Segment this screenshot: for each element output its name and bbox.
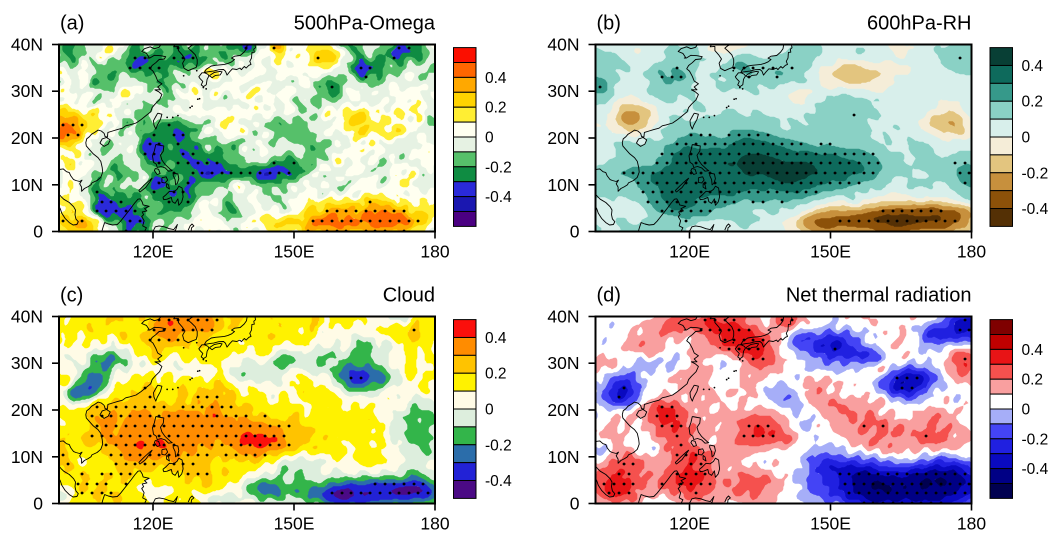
svg-text:-0.2: -0.2 — [485, 437, 512, 454]
svg-text:(b): (b) — [597, 13, 621, 35]
svg-text:0: 0 — [485, 402, 494, 419]
svg-text:120E: 120E — [669, 242, 710, 262]
svg-text:20N: 20N — [11, 128, 43, 148]
svg-text:10N: 10N — [11, 175, 43, 195]
svg-text:180: 180 — [420, 514, 449, 534]
svg-text:600hPa-RH: 600hPa-RH — [867, 13, 972, 35]
svg-text:(a): (a) — [60, 13, 84, 35]
svg-text:40N: 40N — [547, 307, 579, 327]
svg-text:-0.4: -0.4 — [1022, 461, 1049, 478]
svg-text:150E: 150E — [810, 242, 851, 262]
svg-text:120E: 120E — [133, 242, 174, 262]
svg-text:40N: 40N — [547, 35, 579, 55]
svg-text:150E: 150E — [274, 514, 315, 534]
svg-text:10N: 10N — [547, 175, 579, 195]
svg-text:150E: 150E — [810, 514, 851, 534]
svg-text:10N: 10N — [547, 447, 579, 467]
svg-text:40N: 40N — [11, 307, 43, 327]
svg-text:0: 0 — [33, 222, 43, 242]
svg-text:180: 180 — [957, 514, 986, 534]
svg-text:-0.2: -0.2 — [1022, 165, 1049, 182]
svg-text:0: 0 — [33, 494, 43, 514]
svg-text:-0.4: -0.4 — [485, 473, 512, 490]
svg-text:-0.4: -0.4 — [1022, 201, 1049, 218]
svg-text:0.2: 0.2 — [485, 100, 507, 117]
svg-text:10N: 10N — [11, 447, 43, 467]
svg-text:0.2: 0.2 — [1022, 372, 1044, 389]
svg-text:0: 0 — [485, 130, 494, 147]
svg-text:0: 0 — [570, 222, 580, 242]
svg-text:0.4: 0.4 — [1022, 58, 1044, 75]
svg-text:20N: 20N — [11, 400, 43, 420]
svg-text:120E: 120E — [669, 514, 710, 534]
svg-text:30N: 30N — [11, 81, 43, 101]
svg-text:500hPa-Omega: 500hPa-Omega — [294, 13, 436, 35]
svg-text:0.2: 0.2 — [485, 366, 507, 383]
svg-text:-0.2: -0.2 — [1022, 431, 1049, 448]
svg-text:-0.4: -0.4 — [485, 189, 512, 206]
svg-text:0: 0 — [1022, 130, 1031, 147]
svg-text:Cloud: Cloud — [383, 285, 435, 307]
svg-text:Net thermal radiation: Net thermal radiation — [786, 285, 972, 307]
svg-text:30N: 30N — [547, 81, 579, 101]
svg-text:0.2: 0.2 — [1022, 94, 1044, 111]
svg-text:0.4: 0.4 — [485, 330, 507, 347]
svg-text:150E: 150E — [274, 242, 315, 262]
svg-text:0.4: 0.4 — [1022, 342, 1044, 359]
svg-text:30N: 30N — [11, 353, 43, 373]
svg-text:20N: 20N — [547, 128, 579, 148]
svg-text:120E: 120E — [133, 514, 174, 534]
svg-text:0: 0 — [1022, 402, 1031, 419]
svg-text:20N: 20N — [547, 400, 579, 420]
svg-text:180: 180 — [957, 242, 986, 262]
svg-text:0: 0 — [570, 494, 580, 514]
svg-text:(d): (d) — [597, 285, 621, 307]
svg-text:(c): (c) — [60, 285, 83, 307]
svg-text:40N: 40N — [11, 35, 43, 55]
svg-text:180: 180 — [420, 242, 449, 262]
svg-text:30N: 30N — [547, 353, 579, 373]
svg-text:-0.2: -0.2 — [485, 159, 512, 176]
svg-text:0.4: 0.4 — [485, 70, 507, 87]
